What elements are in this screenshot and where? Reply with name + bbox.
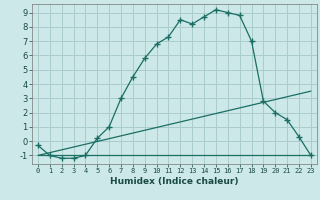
X-axis label: Humidex (Indice chaleur): Humidex (Indice chaleur): [110, 177, 239, 186]
